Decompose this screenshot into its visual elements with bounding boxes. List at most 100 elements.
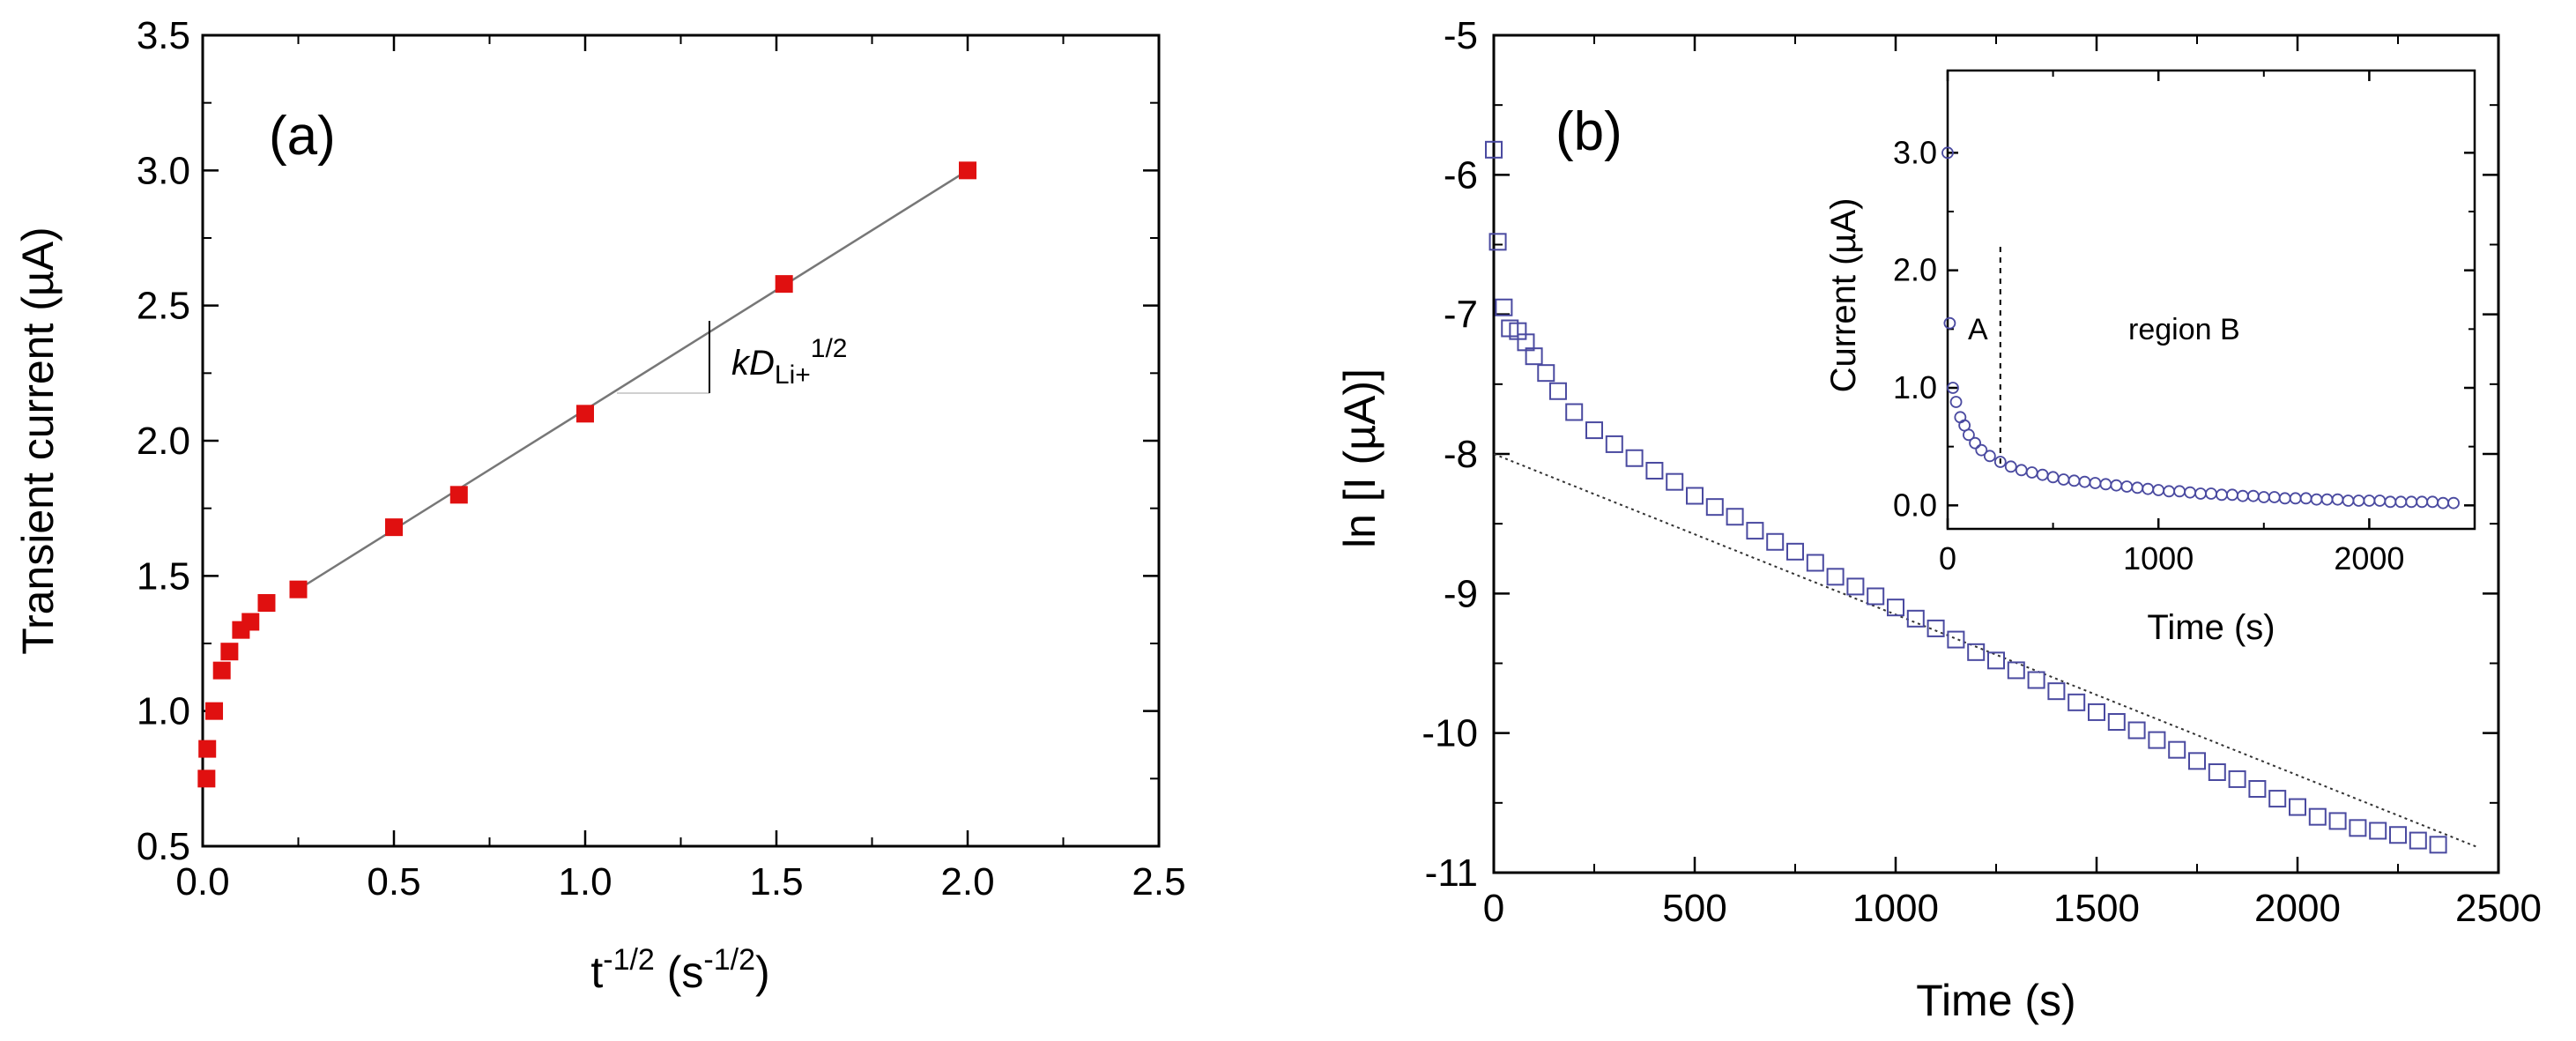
panel-b-data-point (1625, 449, 1644, 467)
a-x-tick-label: 2.5 (1132, 860, 1185, 903)
panel-a-data-point (775, 275, 793, 294)
panel-b-data-point (1645, 462, 1664, 480)
panel-b-data-point (1947, 630, 1965, 649)
panel-a-x-axis-title-mid: (s (655, 948, 704, 997)
panel-b-data-point (2067, 693, 2086, 711)
panel-a-data-point (449, 486, 468, 504)
i-y-tick-label: 0.0 (1893, 487, 1937, 523)
panel-b-data-point (1548, 382, 1567, 400)
panel-b-data-point (1786, 542, 1804, 561)
a-x-tick-label: 2.0 (940, 860, 994, 903)
panel-b-data-point (2289, 798, 2306, 816)
slope-annotation-label: kDLi+1/2 (731, 334, 847, 390)
inset-ticks: 0 1000 2000 0.0 1.0 2.0 3.0 (1893, 71, 2475, 576)
inset-data-point (1983, 450, 1996, 463)
panel-b-data-point (1488, 233, 1507, 251)
panel-a-points (197, 161, 976, 788)
panel-a-data-point (197, 770, 216, 788)
panel-b-data-point (2127, 721, 2146, 740)
panel-b-data-point (1867, 587, 1885, 606)
panel-b-data-point (1485, 140, 1503, 159)
panel-b-data-point (2248, 780, 2267, 798)
a-x-tick-label: 1.5 (749, 860, 803, 903)
panel-b-data-point (1705, 498, 1724, 517)
panel-a-data-point (198, 740, 217, 758)
inset-data-point (1975, 443, 1988, 457)
panel-a-x-axis-title-exp1: -1/2 (603, 943, 655, 977)
a-y-tick-label: 1.5 (137, 554, 190, 598)
panel-b-label: (b) (1555, 101, 1622, 162)
i-x-tick-label: 2000 (2334, 540, 2404, 576)
a-y-tick-label: 3.5 (137, 14, 190, 57)
panel-b-data-point (2429, 836, 2447, 854)
panel-b-data-point (2007, 661, 2025, 680)
panel-a: 0.0 0.5 1.0 1.5 2.0 2.50.51.01.52.02.53.03.5 … (13, 14, 1186, 997)
a-y-tick-label: 0.5 (137, 825, 190, 868)
i-y-tick-label: 2.0 (1893, 252, 1937, 288)
panel-b-data-point (1926, 619, 1945, 637)
panel-a-label: (a) (269, 106, 336, 167)
inset-x-axis-title: Time (s) (2147, 608, 2275, 647)
inset-data-point (2004, 460, 2017, 473)
panel-a-data-point (289, 580, 308, 599)
panel-a-fit-group (297, 169, 969, 591)
b-y-tick-label: -6 (1444, 153, 1478, 197)
panel-b-data-point (2188, 752, 2206, 770)
panel-a-data-point (385, 518, 403, 537)
panel-b-data-point (1806, 554, 1824, 572)
panel-b-points (1485, 140, 2447, 854)
panel-b-data-point (2308, 807, 2327, 826)
inset-data-point (1943, 316, 1956, 330)
a-x-tick-label: 0.0 (175, 860, 229, 903)
panel-a-data-point (212, 661, 231, 680)
a-x-tick-label: 0.5 (367, 860, 420, 903)
inset-data-point (1963, 428, 1975, 442)
slope-annotation-main: kD (731, 344, 775, 383)
panel-b-data-point (2027, 671, 2045, 689)
i-x-tick-label: 0 (1939, 540, 1956, 576)
inset-points (1941, 146, 2460, 509)
b-x-tick-label: 500 (1662, 887, 1726, 930)
panel-b-data-point (2047, 682, 2066, 701)
b-x-tick-label: 2500 (2455, 887, 2542, 930)
panel-b-inset: 0 1000 2000 0.0 1.0 2.0 3.0 A region B Current… (1824, 69, 2476, 647)
panel-a-data-point (257, 594, 276, 612)
panel-b-data-point (2409, 831, 2427, 850)
i-y-tick-label: 3.0 (1893, 134, 1937, 170)
panel-b-data-point (1726, 508, 1744, 526)
a-y-tick-label: 2.5 (137, 285, 190, 328)
inset-data-point (1993, 456, 2007, 468)
slope-annotation-superscript: 1/2 (811, 334, 848, 363)
panel-a-x-axis-title: t-1/2 (s-1/2) (590, 943, 769, 997)
panel-a-data-point (959, 161, 976, 180)
panel-b-data-point (1746, 522, 1764, 540)
inset-y-axis-title: Current (µA) (1824, 198, 1863, 393)
panel-b-data-point (1666, 472, 1684, 491)
panel-b-data-point (1495, 298, 1513, 316)
slope-annotation-subscript: Li+ (775, 361, 811, 390)
panel-b-y-axis-title: ln [I (µA)] (1335, 368, 1385, 548)
panel-b-data-point (2107, 713, 2126, 731)
b-y-tick-label: -10 (1422, 712, 1478, 755)
panel-b-data-point (2369, 822, 2387, 840)
a-x-tick-label: 1.0 (558, 860, 612, 903)
panel-b-data-point (2088, 703, 2105, 721)
panel-b-data-point (1686, 487, 1704, 505)
inset-data-point (1949, 396, 1963, 408)
panel-b-x-axis-title: Time (s) (1916, 976, 2075, 1025)
panel-b-data-point (1826, 568, 1845, 586)
inset-data-point (2447, 496, 2460, 509)
panel-b-data-point (1565, 403, 1584, 421)
panel-a-x-axis-title-base: t (590, 948, 603, 997)
b-x-tick-label: 0 (1483, 887, 1504, 930)
panel-a-frame (201, 33, 1161, 848)
inset-data-point (1941, 146, 1954, 160)
panel-a-data-point (220, 643, 239, 661)
inset-frame (1946, 69, 2476, 531)
b-y-tick-label: -8 (1444, 433, 1478, 476)
a-y-tick-label: 1.0 (137, 690, 190, 733)
panel-b-data-point (1537, 364, 1555, 383)
inset-data-point (1947, 382, 1959, 394)
inset-region-a-label: A (1968, 313, 1988, 346)
